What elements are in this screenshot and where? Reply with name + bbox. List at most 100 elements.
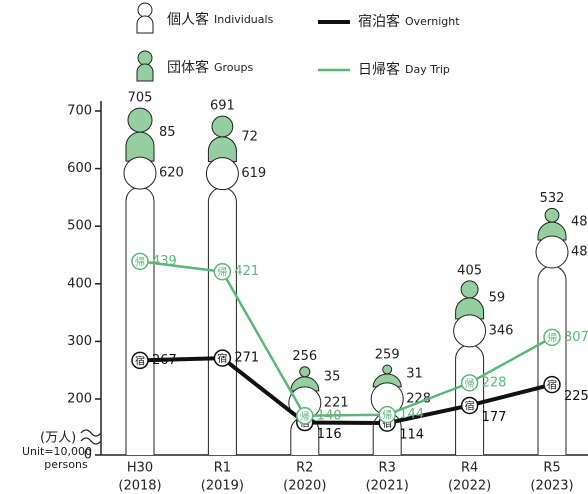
legend-name-en: Individuals: [214, 13, 274, 26]
line: [139, 260, 553, 418]
marker-char: 帰: [465, 377, 475, 390]
x-tick-label: R5: [543, 461, 560, 476]
marker-char: 帰: [300, 410, 310, 423]
individual-head: [453, 314, 487, 348]
y-tick-label: 600: [67, 161, 92, 176]
total-label: 705: [128, 91, 153, 106]
group-figure: [372, 364, 402, 388]
individual-label: 228: [406, 391, 431, 406]
group-head: [127, 107, 153, 133]
line-value-label: 116: [317, 427, 342, 442]
y-tick-label: 200: [67, 392, 92, 407]
individual-figure: [123, 156, 157, 455]
line: [139, 356, 553, 426]
legend-name-en: Groups: [214, 61, 253, 74]
total-label: 691: [210, 99, 235, 114]
marker-char: 宿: [135, 354, 145, 367]
y-tick-label: 300: [67, 334, 92, 349]
line-marker: [296, 407, 314, 425]
y-unit-en: Unit=10,000: [22, 445, 92, 458]
group-figure: [455, 280, 485, 320]
y-tick-label: 500: [67, 219, 92, 234]
y-unit-en: persons: [44, 458, 88, 471]
y-tick-label: 400: [67, 276, 92, 291]
group-label: 85: [159, 125, 176, 140]
total-label: 532: [540, 191, 565, 206]
group-figure: [537, 207, 567, 241]
line-marker: [131, 351, 149, 370]
x-tick-label: H30: [127, 461, 153, 476]
line-marker: [460, 374, 479, 392]
legend-icon: [136, 15, 154, 34]
group-body: [125, 131, 155, 162]
x-tick-label: R4: [461, 461, 478, 476]
marker-char: 帰: [135, 255, 145, 268]
group-body: [207, 136, 237, 163]
marker-char: 帰: [547, 331, 557, 344]
line-value-label: 267: [152, 353, 177, 368]
group-figure: [290, 366, 320, 392]
legend-label: 個人客 Individuals: [167, 11, 274, 28]
individual-label: 221: [324, 395, 349, 410]
axis-break: [80, 429, 102, 437]
line-marker: [213, 262, 232, 281]
line-marker: [543, 375, 561, 394]
line-marker: [460, 396, 479, 415]
individual-body: [537, 265, 567, 455]
individual-label: 619: [241, 166, 266, 181]
individual-head: [535, 235, 569, 269]
line-value-label: 140: [317, 408, 342, 423]
line-value-label: 225: [564, 389, 588, 404]
legend-name: 個人客: [167, 11, 209, 28]
group-head: [299, 366, 311, 378]
x-tick-year: (2020): [283, 479, 326, 494]
legend-icon: [137, 50, 153, 66]
legend-name: 日帰客: [358, 61, 400, 78]
x-tick-year: (2022): [448, 479, 491, 494]
individual-figure: [288, 386, 322, 455]
legend-icon: [137, 2, 153, 18]
legend-name-en: Day Trip: [405, 63, 450, 76]
line-marker: [213, 349, 232, 367]
group-figure: [125, 107, 155, 162]
individual-head: [205, 157, 239, 191]
group-label: 35: [324, 369, 341, 384]
marker-char: 宿: [382, 417, 392, 430]
line-value-label: 271: [234, 351, 259, 366]
x-tick-label: R3: [379, 461, 396, 476]
total-label: 256: [292, 349, 317, 364]
individual-figure: [535, 235, 569, 455]
x-tick-year: (2018): [118, 479, 161, 494]
group-head: [211, 115, 234, 138]
x-tick-year: (2023): [530, 479, 573, 494]
legend-icon: [136, 63, 154, 82]
group-label: 48: [571, 215, 588, 230]
y-unit: (万人): [40, 431, 76, 446]
legend-name-en: Overnight: [405, 15, 460, 28]
group-label: 59: [489, 290, 506, 305]
marker-char: 帰: [217, 266, 227, 279]
legend-name: 宿泊客: [358, 13, 400, 30]
individual-figure: [205, 157, 239, 455]
individual-head: [123, 156, 157, 190]
group-label: 72: [241, 129, 258, 144]
individual-label: 620: [159, 166, 184, 181]
axis-break: [80, 437, 102, 445]
group-figure: [207, 115, 237, 163]
marker-char: 宿: [217, 352, 227, 365]
line-value-label: 228: [482, 375, 507, 390]
line-value-label: 144: [399, 407, 424, 422]
y-tick-label: 0: [84, 448, 92, 463]
total-label: 405: [457, 263, 482, 278]
group-label: 31: [406, 366, 423, 381]
total-label: 259: [375, 348, 400, 363]
line-value-label: 114: [399, 428, 424, 443]
legend-label: 団体客 Groups: [167, 59, 253, 76]
group-head: [460, 280, 479, 299]
x-tick-label: R1: [214, 461, 231, 476]
line-marker: [131, 252, 149, 271]
line-marker: [378, 405, 396, 424]
line-value-label: 421: [234, 264, 259, 279]
x-tick-year: (2021): [366, 479, 409, 494]
